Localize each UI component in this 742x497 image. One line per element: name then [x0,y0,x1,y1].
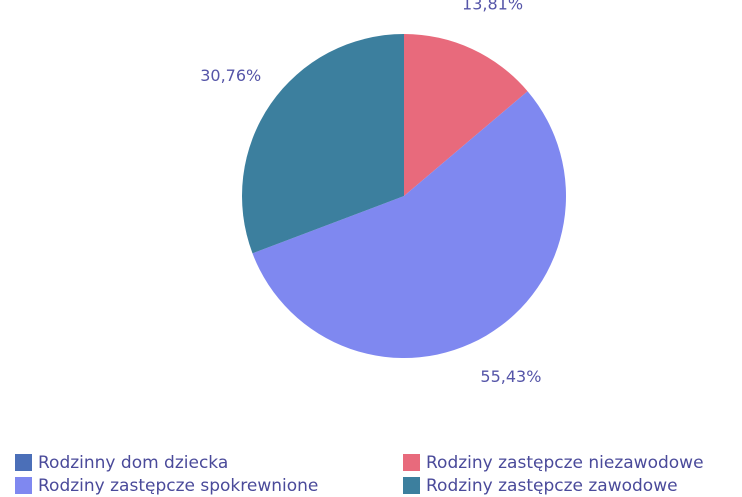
slice-label: 30,76% [200,66,261,85]
pie-slice [404,34,528,196]
legend-label: Rodzinny dom dziecka [38,453,228,473]
legend-label: Rodziny zastępcze spokrewnione [38,476,318,496]
pie-slice [252,91,566,358]
slice-label: 13,81% [462,0,523,13]
legend-label: Rodziny zastępcze niezawodowe [426,453,704,473]
legend-swatch [15,477,32,494]
legend-swatch [403,477,420,494]
legend-swatch [15,454,32,471]
pie-slice [242,34,404,254]
slice-label: 55,43% [480,367,541,386]
legend-swatch [403,454,420,471]
legend-label: Rodziny zastępcze zawodowe [426,476,678,496]
